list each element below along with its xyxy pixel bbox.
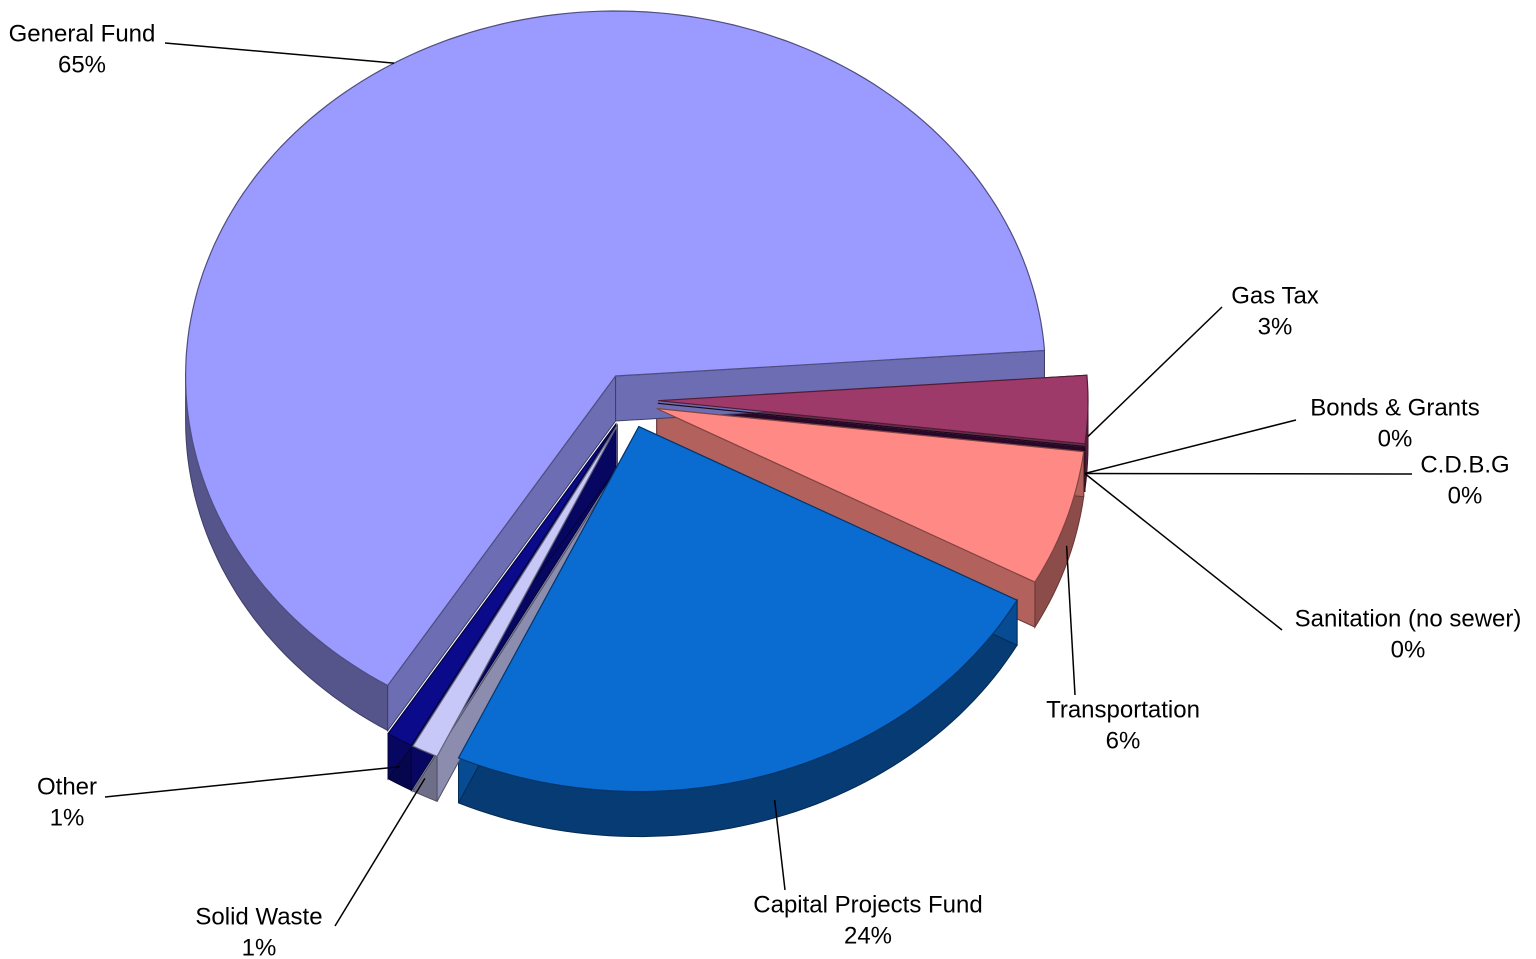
- slice: [457, 425, 1018, 793]
- slice: [387, 423, 617, 747]
- leader-line: [1065, 545, 1076, 696]
- slice-value-label: 1%: [242, 934, 277, 959]
- slice-value-label: 3%: [1258, 313, 1293, 340]
- slice-value-label: 0%: [1378, 425, 1413, 452]
- leader-line: [1084, 472, 1413, 475]
- leader-line: [1087, 306, 1223, 438]
- slice: [412, 424, 619, 758]
- leader-line: [334, 778, 426, 927]
- slice-value-label: 0%: [1391, 636, 1426, 663]
- slice: [184, 10, 1046, 687]
- slice-value-label: 6%: [1106, 727, 1141, 754]
- slice-label: Gas Tax: [1231, 282, 1319, 309]
- slice-value-label: 65%: [58, 51, 106, 78]
- slice-label: Sanitation (no sewer): [1295, 605, 1522, 632]
- slice-value-label: 0%: [1448, 482, 1483, 509]
- slice-label: General Fund: [9, 20, 156, 47]
- leader-line: [1084, 419, 1297, 475]
- leader-line: [1084, 472, 1283, 631]
- slice-label: Solid Waste: [195, 903, 322, 930]
- leader-line: [164, 42, 395, 64]
- slice-label: Other: [37, 773, 97, 800]
- slice-label: Capital Projects Fund: [753, 891, 982, 918]
- slice: [656, 407, 1085, 583]
- leader-line: [104, 765, 400, 798]
- slice-label: C.D.B.G: [1420, 451, 1509, 478]
- slice: [657, 374, 1089, 445]
- leader-line: [773, 799, 786, 891]
- slice-value-label: 24%: [844, 922, 892, 949]
- slice: [657, 402, 1085, 448]
- slice-label: Transportation: [1046, 696, 1200, 723]
- slice-value-label: 1%: [50, 804, 85, 831]
- slice-label: Bonds & Grants: [1310, 394, 1479, 421]
